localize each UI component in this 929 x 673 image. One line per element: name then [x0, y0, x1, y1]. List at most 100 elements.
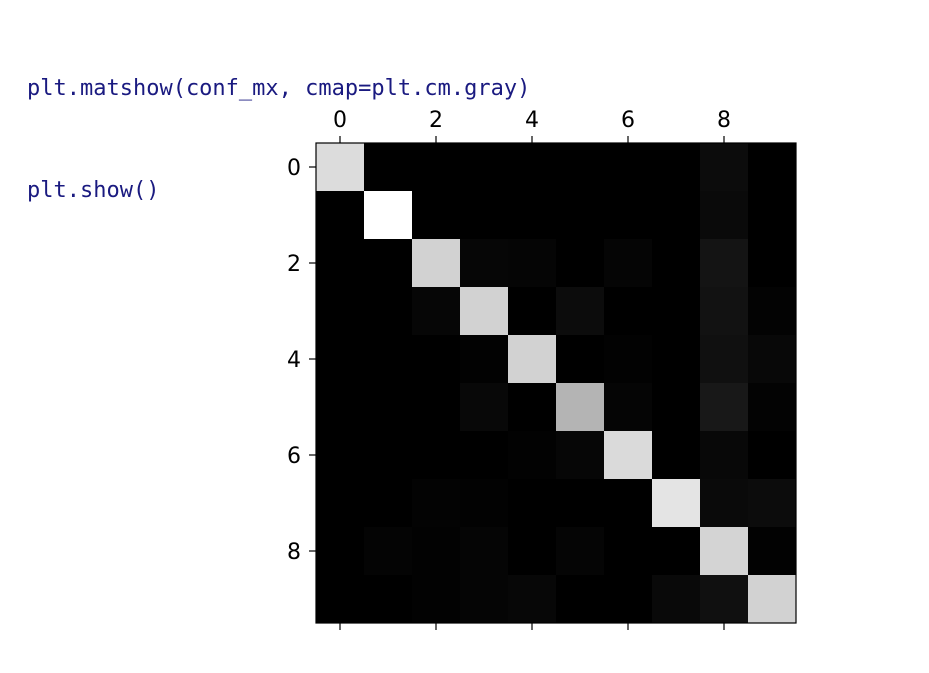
heatmap-cell-4-3 — [460, 335, 509, 384]
heatmap-cell-2-9 — [748, 239, 797, 288]
heatmap-cell-4-9 — [748, 335, 797, 384]
heatmap-cell-6-7 — [652, 431, 701, 480]
x-tick-label-4: 4 — [525, 108, 539, 133]
heatmap-cell-0-7 — [652, 143, 701, 192]
heatmap-cell-6-6 — [604, 431, 653, 480]
heatmap-cell-5-5 — [556, 383, 605, 432]
heatmap-cell-0-0 — [316, 143, 365, 192]
heatmap-cell-0-8 — [700, 143, 749, 192]
heatmap-cell-9-7 — [652, 575, 701, 624]
heatmap-cell-7-3 — [460, 479, 509, 528]
heatmap-cell-2-1 — [364, 239, 413, 288]
x-tick-label-2: 2 — [429, 108, 443, 133]
heatmap-cell-3-4 — [508, 287, 557, 336]
heatmap-cell-3-8 — [700, 287, 749, 336]
heatmap-cell-4-8 — [700, 335, 749, 384]
heatmap-cell-8-0 — [316, 527, 365, 576]
heatmap-cell-3-2 — [412, 287, 461, 336]
heatmap-cell-1-6 — [604, 191, 653, 240]
y-tick-label-2: 2 — [287, 252, 301, 277]
heatmap-cell-6-4 — [508, 431, 557, 480]
heatmap-cell-6-1 — [364, 431, 413, 480]
heatmap-cell-5-9 — [748, 383, 797, 432]
heatmap-cell-9-2 — [412, 575, 461, 624]
heatmap-cell-9-0 — [316, 575, 365, 624]
heatmap-cell-8-8 — [700, 527, 749, 576]
heatmap-cell-0-6 — [604, 143, 653, 192]
heatmap-cell-4-2 — [412, 335, 461, 384]
heatmap-cell-4-1 — [364, 335, 413, 384]
heatmap-cell-9-1 — [364, 575, 413, 624]
heatmap-cell-9-8 — [700, 575, 749, 624]
heatmap-cell-7-9 — [748, 479, 797, 528]
heatmap-cell-1-2 — [412, 191, 461, 240]
heatmap-cell-7-0 — [316, 479, 365, 528]
heatmap-cell-8-7 — [652, 527, 701, 576]
heatmap-cell-6-3 — [460, 431, 509, 480]
heatmap-cell-6-2 — [412, 431, 461, 480]
heatmap-cell-5-7 — [652, 383, 701, 432]
heatmap-cell-7-5 — [556, 479, 605, 528]
heatmap-cell-2-7 — [652, 239, 701, 288]
heatmap-cell-0-4 — [508, 143, 557, 192]
heatmap-cell-8-2 — [412, 527, 461, 576]
heatmap-cell-4-4 — [508, 335, 557, 384]
heatmap-cell-9-3 — [460, 575, 509, 624]
heatmap-cell-2-4 — [508, 239, 557, 288]
heatmap-cell-4-7 — [652, 335, 701, 384]
heatmap-cell-3-6 — [604, 287, 653, 336]
heatmap-cell-7-7 — [652, 479, 701, 528]
heatmap-cell-0-9 — [748, 143, 797, 192]
heatmap-cell-7-4 — [508, 479, 557, 528]
heatmap-cell-5-0 — [316, 383, 365, 432]
heatmap-cell-2-0 — [316, 239, 365, 288]
heatmap-cell-0-1 — [364, 143, 413, 192]
heatmap-cell-4-5 — [556, 335, 605, 384]
heatmap-cell-1-5 — [556, 191, 605, 240]
heatmap-cell-5-8 — [700, 383, 749, 432]
heatmap-cell-9-5 — [556, 575, 605, 624]
heatmap-cell-0-5 — [556, 143, 605, 192]
heatmap-cell-9-9 — [748, 575, 797, 624]
heatmap-cell-8-1 — [364, 527, 413, 576]
heatmap-cell-1-0 — [316, 191, 365, 240]
heatmap-cell-1-9 — [748, 191, 797, 240]
heatmap-cell-3-5 — [556, 287, 605, 336]
heatmap-cell-0-2 — [412, 143, 461, 192]
heatmap-cell-9-4 — [508, 575, 557, 624]
heatmap-cell-0-3 — [460, 143, 509, 192]
heatmap-cell-9-6 — [604, 575, 653, 624]
heatmap-cell-4-0 — [316, 335, 365, 384]
heatmap-cell-8-4 — [508, 527, 557, 576]
heatmap-cell-1-3 — [460, 191, 509, 240]
heatmap-cell-8-9 — [748, 527, 797, 576]
heatmap-cell-5-4 — [508, 383, 557, 432]
x-tick-label-0: 0 — [333, 108, 347, 133]
heatmap-cell-1-1 — [364, 191, 413, 240]
heatmap-cell-5-1 — [364, 383, 413, 432]
heatmap-cell-5-6 — [604, 383, 653, 432]
heatmap-cell-5-3 — [460, 383, 509, 432]
heatmap-cell-7-6 — [604, 479, 653, 528]
heatmap-cell-3-0 — [316, 287, 365, 336]
heatmap-cell-2-6 — [604, 239, 653, 288]
x-tick-label-6: 6 — [621, 108, 635, 133]
y-tick-label-0: 0 — [287, 156, 301, 181]
x-tick-label-8: 8 — [717, 108, 731, 133]
heatmap-cell-3-7 — [652, 287, 701, 336]
heatmap-cell-7-8 — [700, 479, 749, 528]
heatmap-cell-6-5 — [556, 431, 605, 480]
heatmap-cell-1-7 — [652, 191, 701, 240]
heatmap-cell-3-3 — [460, 287, 509, 336]
heatmap-cell-6-8 — [700, 431, 749, 480]
heatmap-cell-6-0 — [316, 431, 365, 480]
heatmap-cell-2-3 — [460, 239, 509, 288]
heatmap-cell-8-5 — [556, 527, 605, 576]
heatmap-cell-1-4 — [508, 191, 557, 240]
heatmap-cell-7-2 — [412, 479, 461, 528]
y-tick-label-6: 6 — [287, 444, 301, 469]
heatmap-cell-7-1 — [364, 479, 413, 528]
heatmap-cell-2-2 — [412, 239, 461, 288]
